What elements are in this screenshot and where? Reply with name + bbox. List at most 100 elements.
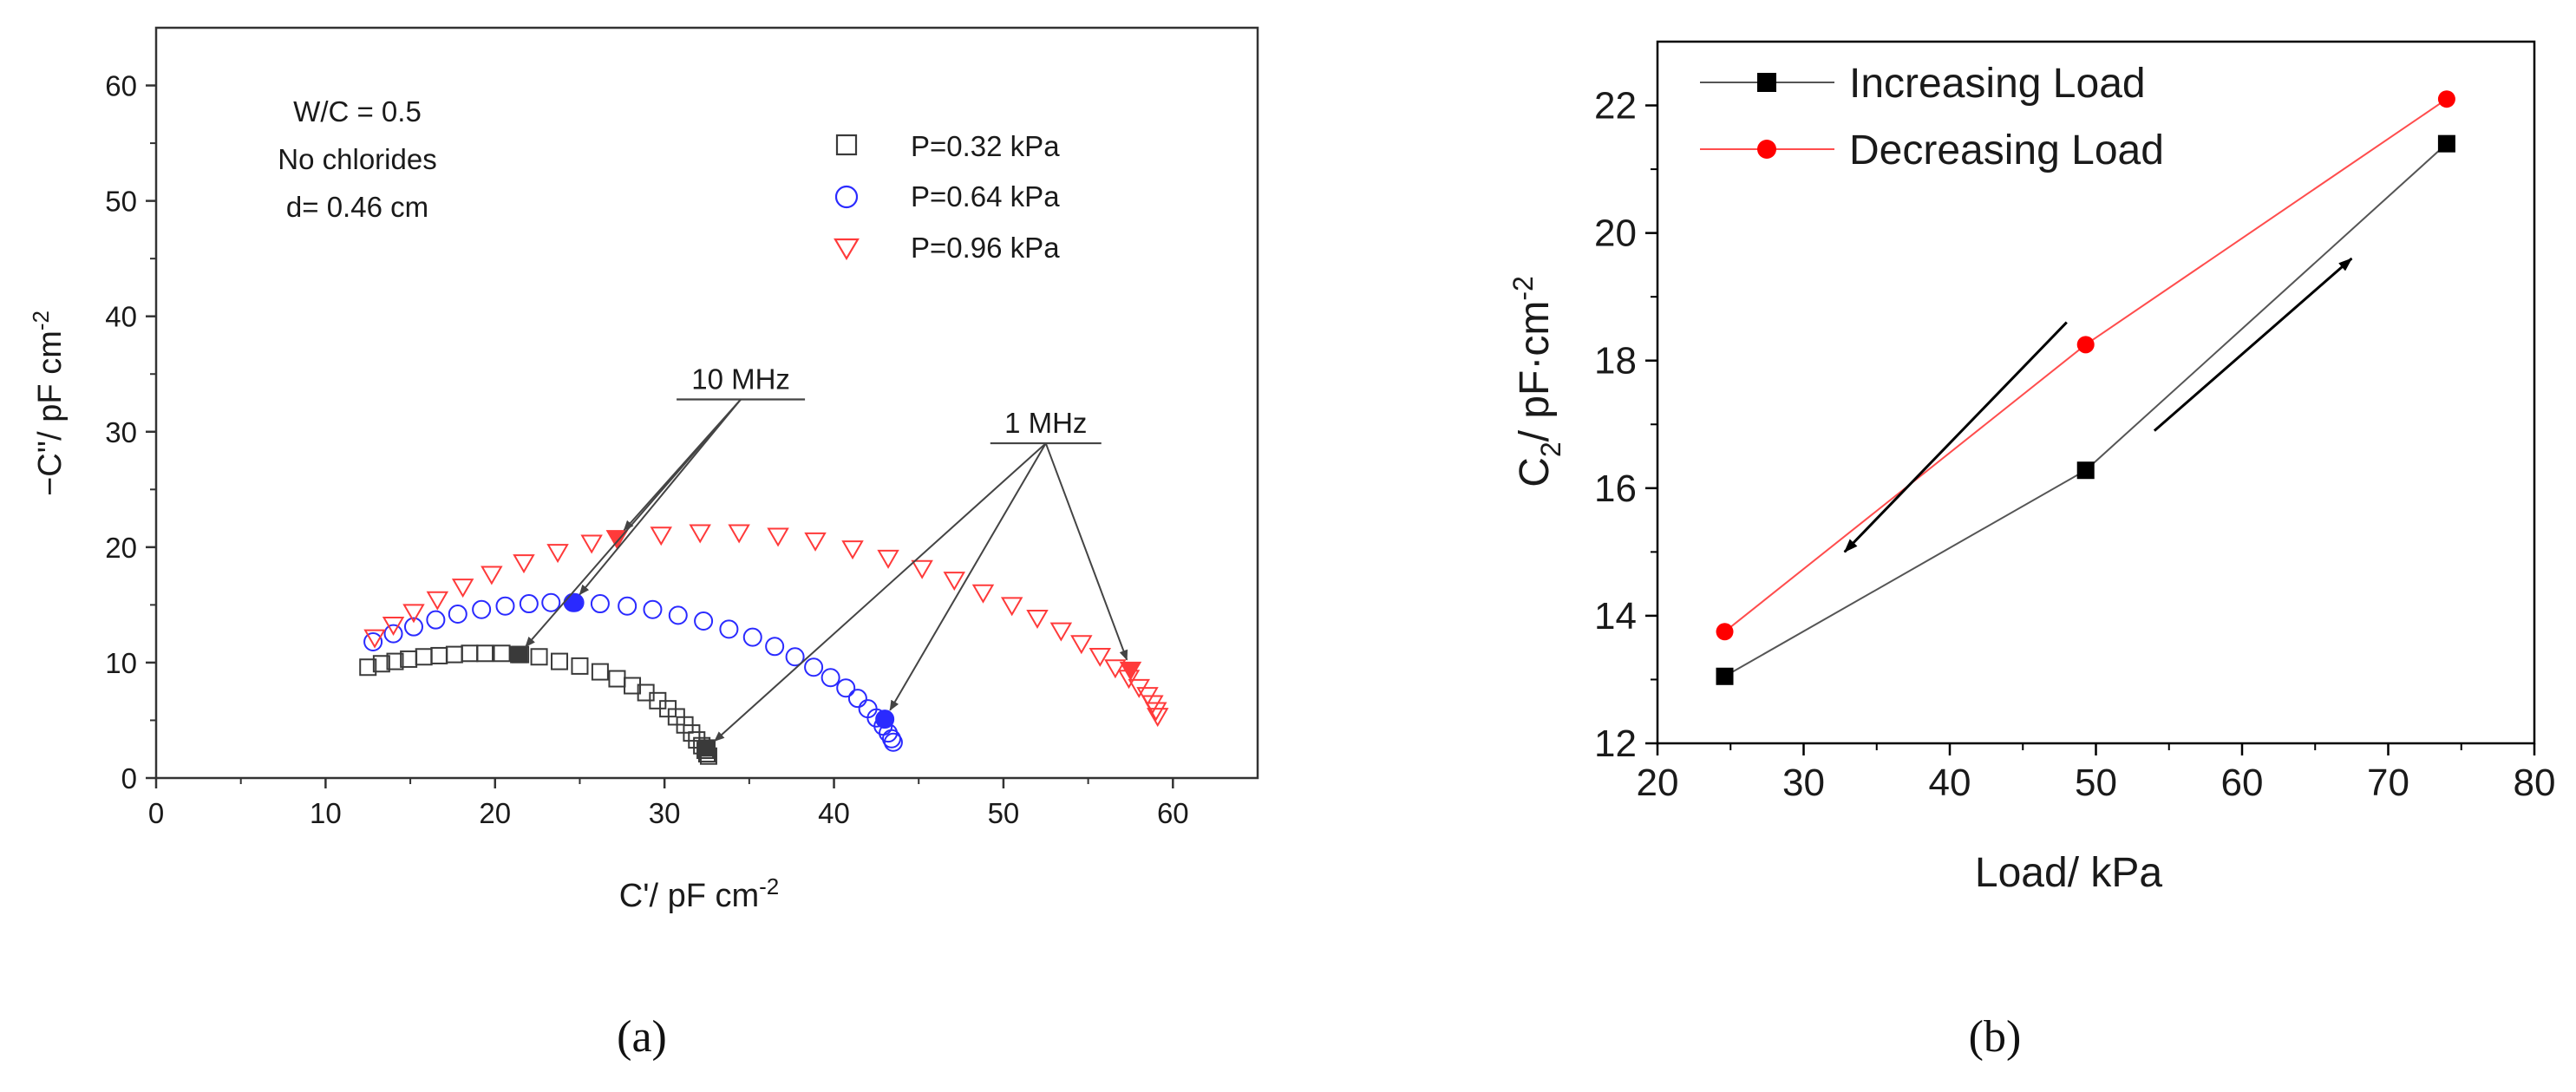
series-2-point	[1104, 659, 1127, 679]
annotation-arrow-1-1	[889, 442, 1047, 711]
series-1-point	[668, 605, 688, 625]
y-tick-label: 20	[105, 532, 137, 564]
panel-a-y-axis-title-sup: -2	[28, 311, 54, 330]
panel-a-y-axis-title-text: −C''/ pF cm	[32, 330, 69, 496]
panel-a-series	[359, 524, 1169, 765]
series-1-point	[719, 619, 739, 639]
series-0-point	[386, 652, 404, 670]
series-2-point	[1146, 708, 1169, 728]
x-tick-label: 30	[649, 797, 681, 829]
series-1-point	[847, 689, 867, 709]
series-0-line	[1724, 142, 2448, 677]
series-1-point	[472, 599, 492, 619]
panel-a-sample-info: W/C = 0.5 No chlorides d= 0.46 cm	[278, 95, 436, 223]
series-2-point	[402, 604, 425, 624]
x-tick-label: 40	[818, 797, 850, 829]
legend-label-p032: P=0.32 kPa	[911, 130, 1060, 162]
series-0-point	[359, 658, 377, 677]
series-1-point	[618, 596, 637, 616]
direction-arrow-0	[1843, 321, 2068, 553]
panel-b-plot-frame	[1656, 40, 2536, 745]
y-tick-label: 12	[1594, 723, 1637, 765]
y-tick-label: 40	[105, 301, 137, 333]
panel-a-legend: P=0.32 kPa P=0.64 kPa P=0.96 kPa	[834, 130, 1060, 264]
x-tick-label: 0	[148, 797, 164, 829]
legend-marker-triangle	[834, 238, 860, 261]
panel-a-annotations: 10 MHz 1 MHz	[525, 363, 1128, 742]
series-0-point	[430, 646, 448, 664]
legend-marker-square	[835, 134, 858, 156]
series-2-point	[728, 524, 750, 544]
series-1-point	[2437, 90, 2455, 108]
legend-label-increasing: Increasing Load	[1849, 61, 2146, 107]
series-2-point	[804, 532, 827, 552]
panel-b-y-axis-title-main: C	[1512, 457, 1558, 487]
series-1-point	[836, 678, 856, 698]
series-0-10mhz-point	[510, 645, 528, 664]
y-tick-label: 18	[1594, 340, 1637, 383]
x-tick-label: 60	[2221, 762, 2264, 804]
y-tick-label: 0	[121, 762, 137, 794]
series-1-point	[765, 637, 785, 657]
series-0-point	[461, 644, 479, 663]
series-1-point	[383, 624, 403, 644]
series-2-point	[1070, 635, 1093, 655]
series-1-point	[495, 596, 515, 616]
series-0-point	[551, 652, 569, 670]
series-1-point	[804, 657, 824, 677]
series-0-point	[608, 670, 626, 688]
series-1-point	[821, 668, 840, 688]
x-tick-label: 70	[2367, 762, 2409, 804]
series-1-point	[881, 729, 901, 749]
legend-label-decreasing: Decreasing Load	[1849, 128, 2164, 173]
direction-arrow-1	[2153, 257, 2353, 432]
y-tick-label: 50	[105, 186, 137, 218]
series-0-point	[683, 724, 701, 742]
x-tick-label: 10	[310, 797, 342, 829]
series-2-point	[1141, 695, 1164, 715]
y-tick-label: 30	[105, 416, 137, 448]
series-2-point	[382, 617, 405, 637]
annotation-label-1: 1 MHz	[1004, 407, 1087, 439]
series-2-point	[481, 566, 503, 585]
x-tick-label: 60	[1157, 797, 1189, 829]
panel-b-label-text: (b)	[1969, 1012, 2022, 1062]
x-tick-label: 50	[988, 797, 1020, 829]
series-1-line	[1723, 98, 2448, 633]
series-2-point	[426, 591, 449, 611]
panel-a-chart: 0 10 20 30 40 50 60 0 10 20 30 40 50 60 10 MHz 1 MHz −…	[28, 26, 1259, 1062]
panel-b-y-axis-title: C2/ pF·cm-2	[1507, 276, 1566, 487]
series-0-point	[493, 644, 511, 663]
series-1-point	[363, 631, 383, 651]
x-tick-label: 30	[1782, 762, 1825, 804]
series-1-point	[403, 617, 423, 637]
y-tick-label: 14	[1594, 595, 1637, 638]
series-2-point	[451, 579, 474, 598]
series-1-point	[883, 732, 903, 752]
series-0-point	[2437, 134, 2455, 153]
panel-a-y-axis-title: −C''/ pF cm-2	[28, 311, 69, 496]
panel-b-y-axis-title-sup: -2	[1507, 276, 1539, 300]
y-tick-label: 60	[105, 70, 137, 102]
panel-a-label: (a)	[617, 1012, 667, 1062]
panel-b-direction-arrows	[1843, 257, 2353, 553]
series-0-point	[476, 644, 494, 663]
panel-a-label-text: (a)	[617, 1012, 667, 1062]
series-0-point	[1716, 667, 1734, 685]
info-line-2: No chlorides	[278, 143, 436, 175]
series-2-point	[1049, 622, 1073, 642]
series-2-point	[767, 527, 789, 547]
series-2-point	[363, 629, 386, 649]
panel-a-x-axis-title-text: C'/ pF cm	[619, 878, 759, 914]
series-1-1mhz-point	[875, 709, 895, 729]
x-tick-label: 40	[1929, 762, 1971, 804]
series-0-point	[591, 663, 609, 681]
x-tick-label: 20	[479, 797, 511, 829]
series-1-point	[541, 592, 561, 612]
series-0-point	[571, 657, 589, 675]
series-2-point	[1145, 702, 1167, 722]
panel-b-chart: 20 30 40 50 60 70 80 12 14 16 18 20 22 C2/ pF·cm-2 L…	[1507, 40, 2555, 1062]
series-1-point	[448, 605, 467, 624]
annotation-arrow-0-2	[623, 398, 742, 531]
